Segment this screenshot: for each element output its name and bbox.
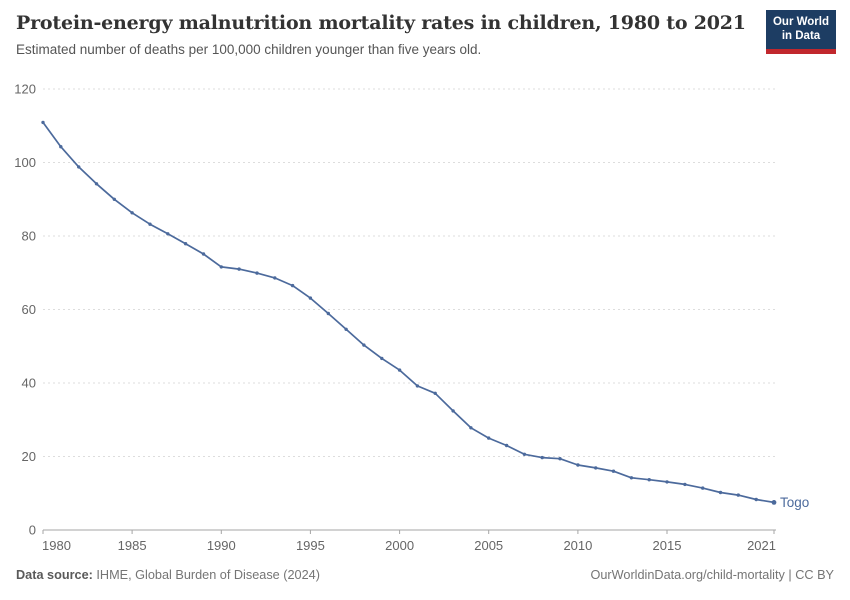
data-point-1980 [41, 120, 45, 125]
line-series-togo[interactable] [42, 121, 775, 504]
data-point-1996 [326, 311, 330, 316]
data-point-1997 [344, 327, 348, 331]
chart-header: Protein-energy malnutrition mortality ra… [16, 12, 755, 59]
x-tick-label-2021: 2021 [747, 538, 776, 553]
data-source-text: IHME, Global Burden of Disease (2024) [92, 568, 320, 582]
x-tick-label-1985: 1985 [118, 538, 147, 553]
data-point-2020 [754, 497, 758, 502]
data-point-1990 [219, 265, 223, 269]
data-point-2006 [504, 443, 509, 448]
data-point-1992 [255, 271, 259, 275]
data-point-1993 [273, 276, 277, 280]
chart-subtitle: Estimated number of deaths per 100,000 c… [16, 41, 482, 57]
data-point-1986 [148, 222, 152, 226]
data-point-2013 [629, 476, 634, 480]
data-point-1985 [130, 211, 134, 215]
x-tick-label-2000: 2000 [385, 538, 414, 553]
data-point-2007 [522, 452, 527, 456]
y-tick-label-0: 0 [29, 523, 36, 538]
data-point-2021 [771, 500, 777, 505]
data-point-2001 [415, 384, 420, 388]
chart-title: Protein-energy malnutrition mortality ra… [16, 12, 746, 34]
data-source-label: Data source: [16, 568, 93, 582]
y-tick-label-80: 80 [22, 229, 36, 244]
chart-footer: Data source: IHME, Global Burden of Dise… [16, 567, 834, 584]
data-point-1989 [201, 252, 206, 256]
data-point-1988 [183, 242, 188, 246]
data-point-1984 [112, 197, 117, 201]
y-tick-label-40: 40 [22, 376, 36, 391]
data-point-2014 [647, 478, 651, 482]
y-tick-label-60: 60 [22, 302, 36, 317]
data-point-1991 [237, 267, 241, 271]
data-point-2012 [611, 469, 616, 473]
data-point-2018 [718, 490, 723, 495]
x-tick-label-1995: 1995 [296, 538, 325, 553]
data-point-1999 [380, 356, 384, 361]
license-note: OurWorldinData.org/child-mortality | CC … [590, 568, 835, 582]
data-point-2002 [433, 391, 437, 395]
owid-logo-line1: Our World [772, 16, 829, 28]
data-point-1987 [166, 232, 170, 236]
data-point-2004 [469, 426, 473, 430]
data-point-1994 [290, 283, 295, 288]
data-point-1982 [77, 165, 81, 169]
series-label-togo[interactable]: Togo [780, 495, 809, 510]
owid-logo: Our World in Data [766, 10, 836, 54]
y-tick-label-20: 20 [22, 449, 36, 464]
data-point-2010 [576, 463, 580, 467]
data-point-1983 [94, 182, 99, 186]
data-point-2017 [701, 486, 705, 490]
data-point-2016 [683, 482, 687, 487]
x-tick-label-2005: 2005 [474, 538, 503, 553]
x-tick-label-2010: 2010 [563, 538, 592, 553]
x-tick-label-1990: 1990 [207, 538, 236, 553]
data-point-1995 [308, 296, 313, 300]
data-point-1998 [362, 343, 366, 347]
data-point-2015 [665, 480, 669, 484]
y-tick-label-100: 100 [14, 155, 36, 170]
data-point-2005 [487, 436, 491, 440]
data-point-2009 [558, 457, 562, 461]
data-point-1981 [59, 145, 63, 149]
x-tick-label-2015: 2015 [653, 538, 682, 553]
data-source-note: Data source: IHME, Global Burden of Dise… [16, 567, 320, 584]
owid-logo-line2: in Data [781, 29, 821, 42]
data-point-2019 [736, 493, 740, 497]
data-point-2000 [397, 368, 402, 372]
data-point-2003 [451, 409, 455, 413]
x-tick-label-1980: 1980 [42, 538, 71, 553]
y-tick-label-120: 120 [14, 82, 36, 97]
data-point-2008 [540, 455, 544, 460]
data-point-2011 [594, 466, 598, 470]
